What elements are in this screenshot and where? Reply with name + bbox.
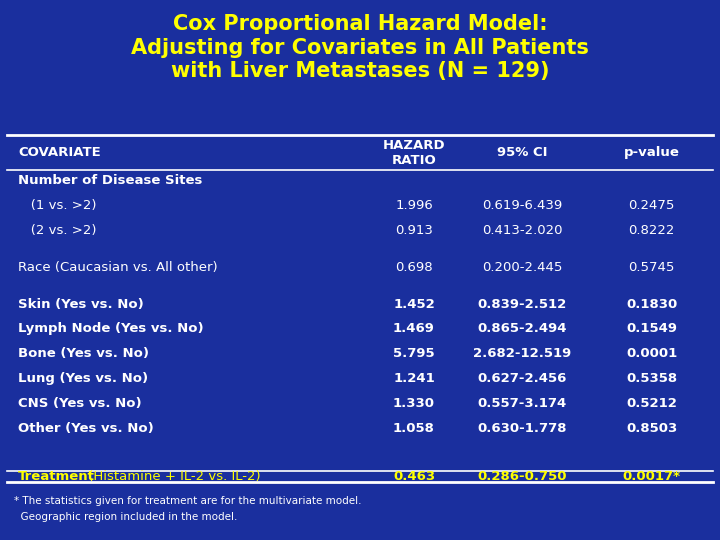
Text: (2 vs. >2): (2 vs. >2)	[18, 224, 96, 237]
Text: Skin (Yes vs. No): Skin (Yes vs. No)	[18, 298, 144, 310]
Text: 1.996: 1.996	[395, 199, 433, 212]
Text: COVARIATE: COVARIATE	[18, 146, 101, 159]
Text: Treatment: Treatment	[18, 470, 95, 483]
Text: 0.413-2.020: 0.413-2.020	[482, 224, 562, 237]
Text: (1 vs. >2): (1 vs. >2)	[18, 199, 96, 212]
Text: Cox Proportional Hazard Model:
Adjusting for Covariates in All Patients
with Liv: Cox Proportional Hazard Model: Adjusting…	[131, 14, 589, 82]
Text: 1.452: 1.452	[393, 298, 435, 310]
Text: Geographic region included in the model.: Geographic region included in the model.	[14, 512, 238, 522]
Text: p-value: p-value	[624, 146, 680, 159]
Text: 0.0017*: 0.0017*	[623, 470, 680, 483]
Text: 2.682-12.519: 2.682-12.519	[473, 347, 571, 360]
Text: 0.8222: 0.8222	[629, 224, 675, 237]
Text: 0.0001: 0.0001	[626, 347, 678, 360]
Text: 0.913: 0.913	[395, 224, 433, 237]
Text: Race (Caucasian vs. All other): Race (Caucasian vs. All other)	[18, 261, 217, 274]
Text: 0.630-1.778: 0.630-1.778	[477, 422, 567, 435]
Text: 0.5212: 0.5212	[626, 397, 677, 410]
Text: 0.2475: 0.2475	[629, 199, 675, 212]
Text: 1.058: 1.058	[393, 422, 435, 435]
Text: CNS (Yes vs. No): CNS (Yes vs. No)	[18, 397, 142, 410]
Text: 0.839-2.512: 0.839-2.512	[477, 298, 567, 310]
Text: 0.200-2.445: 0.200-2.445	[482, 261, 562, 274]
Text: 1.469: 1.469	[393, 322, 435, 335]
Text: 1.330: 1.330	[393, 397, 435, 410]
Text: Lymph Node (Yes vs. No): Lymph Node (Yes vs. No)	[18, 322, 204, 335]
Text: 5.795: 5.795	[393, 347, 435, 360]
Text: 1.241: 1.241	[393, 372, 435, 385]
Text: Bone (Yes vs. No): Bone (Yes vs. No)	[18, 347, 149, 360]
Text: 0.463: 0.463	[393, 470, 435, 483]
Text: 0.1830: 0.1830	[626, 298, 678, 310]
Text: 0.5358: 0.5358	[626, 372, 678, 385]
Text: 0.865-2.494: 0.865-2.494	[477, 322, 567, 335]
Text: HAZARD
RATIO: HAZARD RATIO	[383, 139, 445, 166]
Text: Other (Yes vs. No): Other (Yes vs. No)	[18, 422, 154, 435]
Text: 0.557-3.174: 0.557-3.174	[477, 397, 567, 410]
Text: (Histamine + IL-2 vs. IL-2): (Histamine + IL-2 vs. IL-2)	[84, 470, 261, 483]
Text: Lung (Yes vs. No): Lung (Yes vs. No)	[18, 372, 148, 385]
Text: 0.1549: 0.1549	[626, 322, 677, 335]
Text: 0.627-2.456: 0.627-2.456	[477, 372, 567, 385]
Text: 95% CI: 95% CI	[497, 146, 547, 159]
Text: * The statistics given for treatment are for the multivariate model.: * The statistics given for treatment are…	[14, 496, 362, 506]
Text: Number of Disease Sites: Number of Disease Sites	[18, 174, 202, 187]
Text: 0.8503: 0.8503	[626, 422, 678, 435]
Text: 0.286-0.750: 0.286-0.750	[477, 470, 567, 483]
Text: 0.5745: 0.5745	[629, 261, 675, 274]
Text: 0.619-6.439: 0.619-6.439	[482, 199, 562, 212]
Text: 0.698: 0.698	[395, 261, 433, 274]
